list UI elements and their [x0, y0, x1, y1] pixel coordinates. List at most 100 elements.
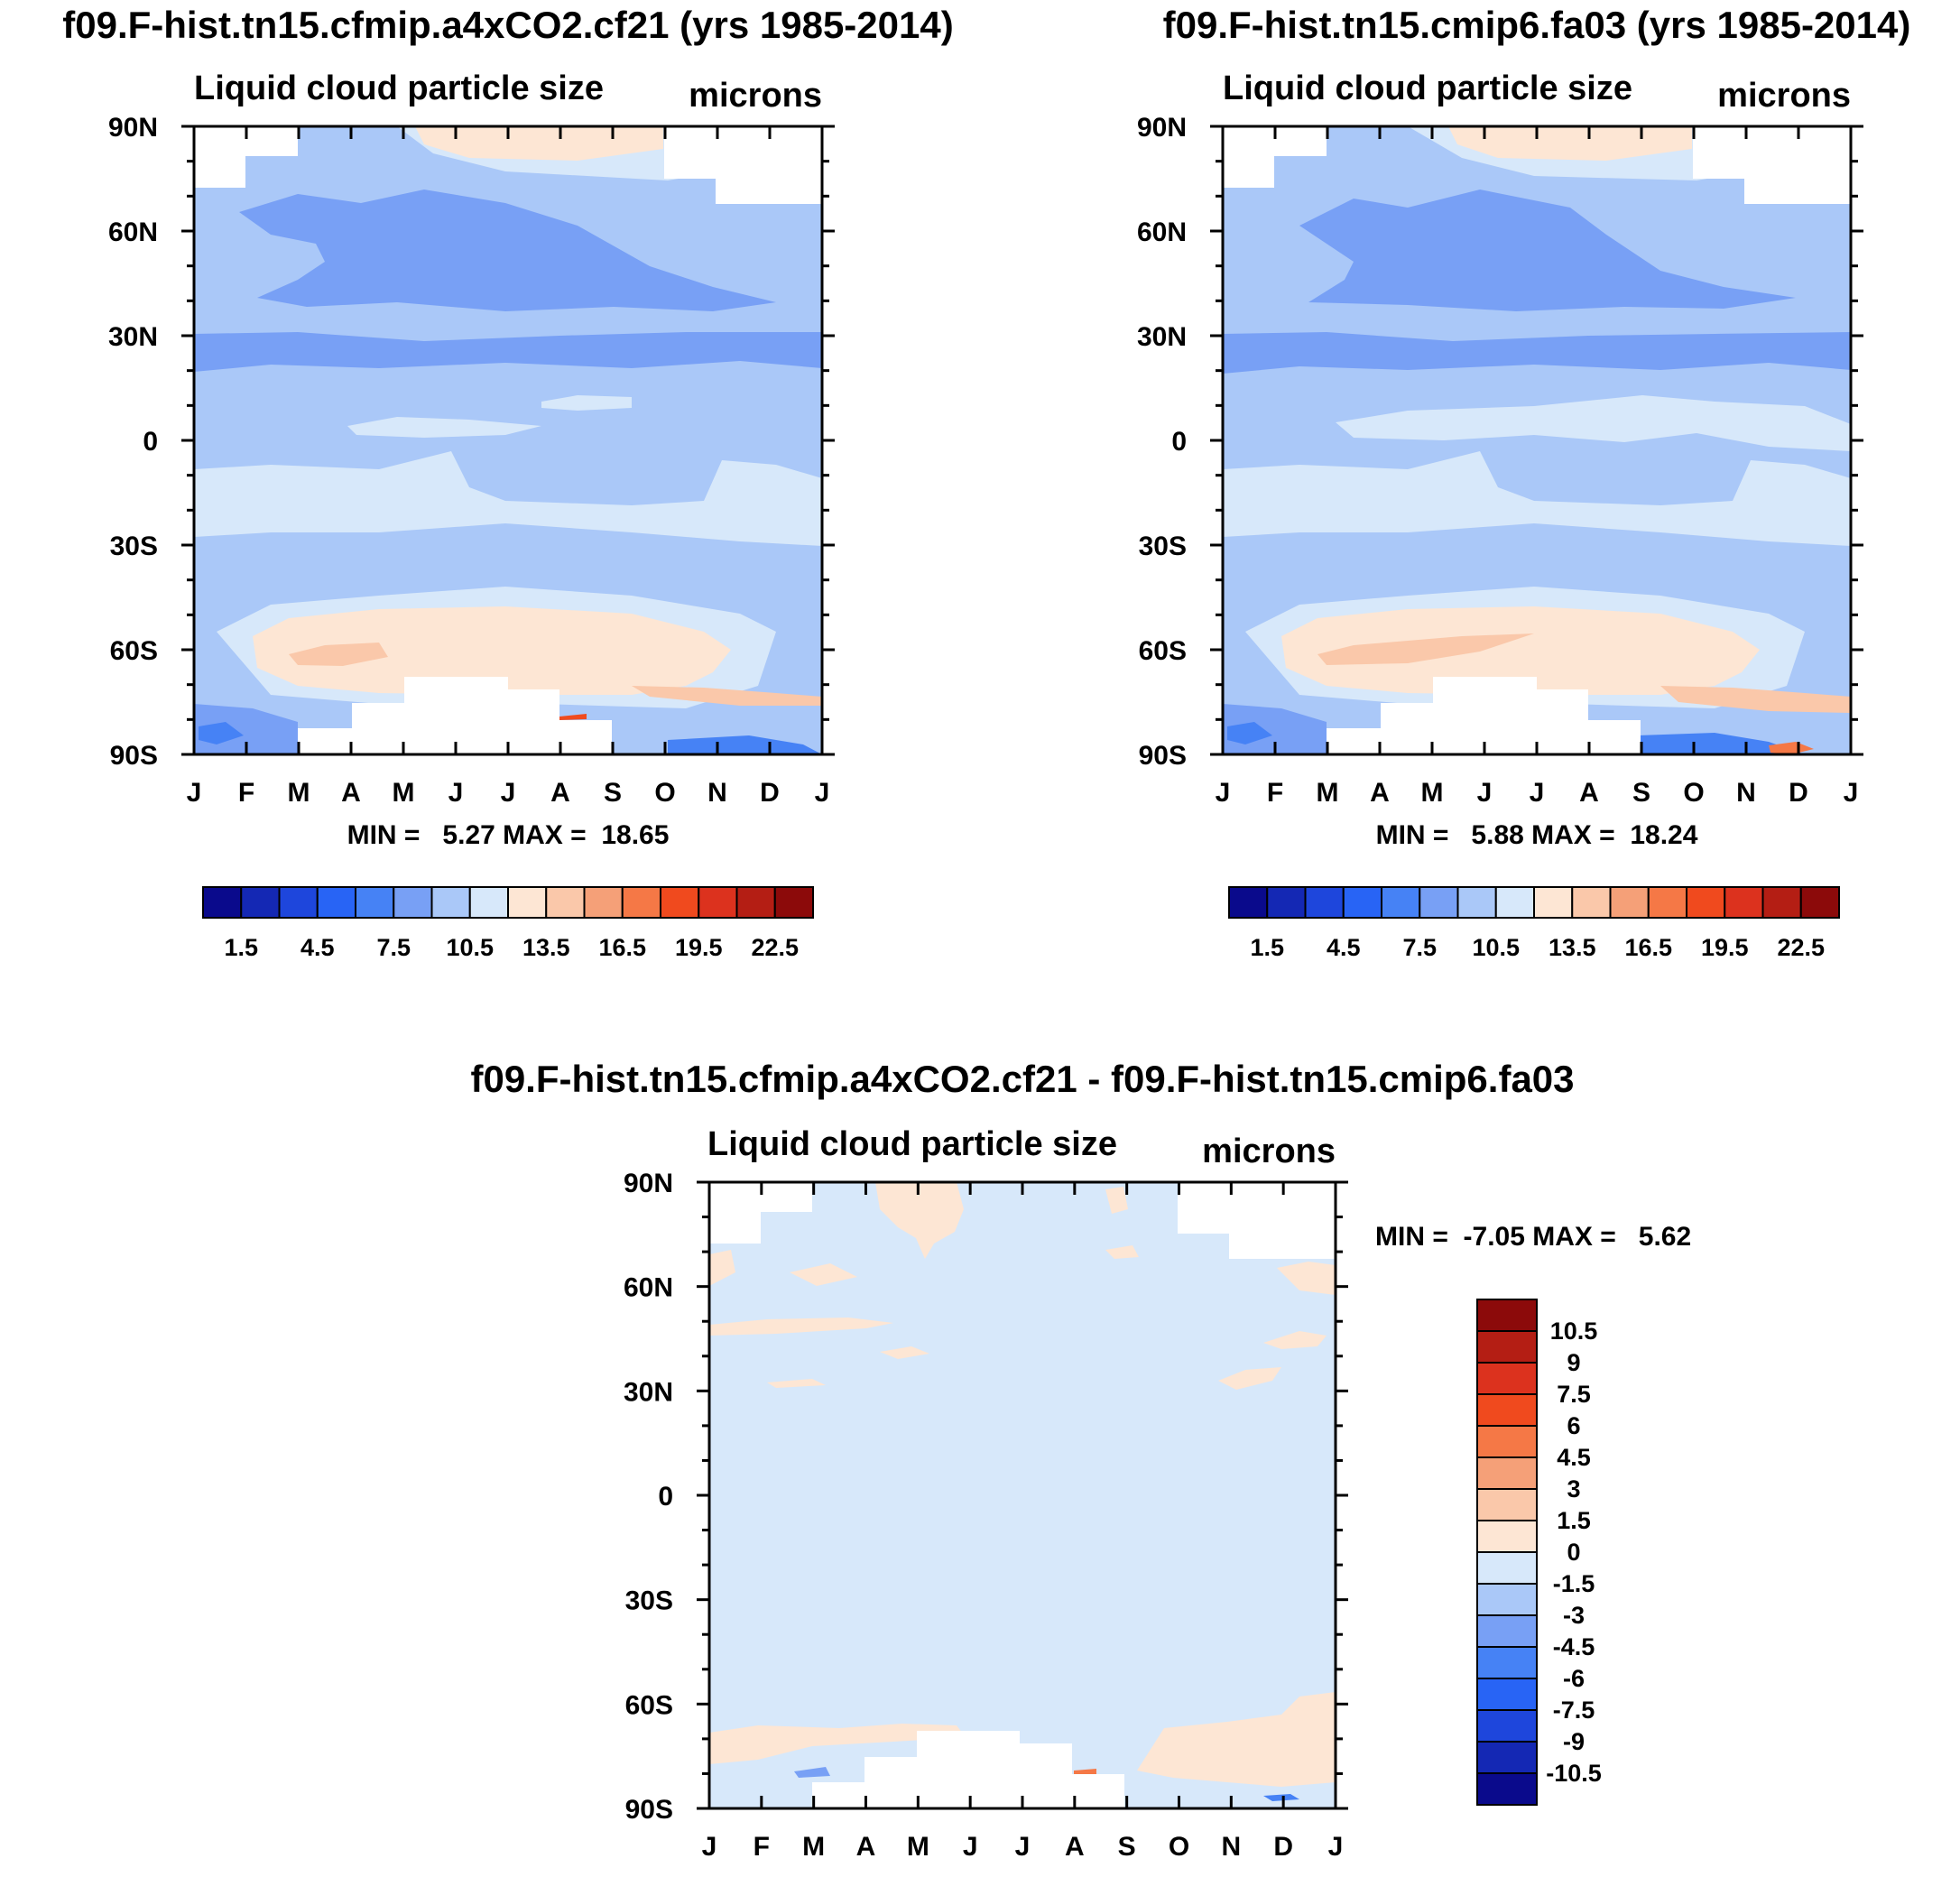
panel-b-blue-midlat — [1299, 190, 1796, 311]
panel-c-xtick-label: J — [1015, 1832, 1031, 1862]
panel-c-colorbar-box — [1476, 1488, 1538, 1521]
panel-a-ytick-label: 30N — [108, 322, 158, 352]
panel-b-colorbar-label: 13.5 — [1549, 934, 1596, 961]
panel-c-colorbar-label: 7.5 — [1557, 1381, 1591, 1408]
panel-c-colorbar-box — [1476, 1299, 1538, 1332]
panel-a-salmon-south2 — [632, 686, 822, 706]
panel-b-ytick-label: 90N — [1137, 113, 1187, 143]
panel-c-xtick-label: J — [702, 1832, 717, 1862]
panel-a-xtick-label: O — [654, 778, 675, 808]
panel-c-colorbar-box — [1476, 1772, 1538, 1806]
panel-b-xtick-label: O — [1683, 778, 1704, 808]
panel-c-xtick-label: O — [1169, 1832, 1189, 1862]
panel-b-colorbar-box — [1381, 886, 1421, 919]
panel-b-stats: MIN = 5.88 MAX = 18.24 — [1376, 820, 1698, 850]
panel-c-colorbar-label: 3 — [1567, 1475, 1580, 1503]
panel-c-cream-west — [709, 1250, 735, 1286]
panel-b-xtick-label: S — [1632, 778, 1650, 808]
panel-c-colorbar-box — [1476, 1456, 1538, 1490]
panel-c-colorbar-label: 10.5 — [1550, 1318, 1598, 1345]
panel-a-xtick-label: A — [341, 778, 361, 808]
panel-c-cream-north1 — [875, 1182, 964, 1259]
panel-c-colorbar-label: 6 — [1567, 1412, 1580, 1439]
panel-a-xtick-label: S — [604, 778, 622, 808]
panel-b-ytick-label: 30S — [1139, 532, 1187, 561]
panel-b-xtick-label: N — [1736, 778, 1756, 808]
panel-c-xtick-label: A — [1065, 1832, 1085, 1862]
panel-c-ytick-label: 60N — [624, 1273, 673, 1303]
panel-c-colorbar-box — [1476, 1551, 1538, 1585]
panel-b-xtick-label: J — [1477, 778, 1493, 808]
panel-b-ytick-label: 30N — [1137, 322, 1187, 352]
panel-b-colorbar-box — [1342, 886, 1382, 919]
panel-c-colorbar-box — [1476, 1362, 1538, 1395]
panel-c-colorbar-box — [1476, 1520, 1538, 1553]
panel-b-xtick-label: M — [1317, 778, 1339, 808]
panel-a-blue-midlat — [239, 190, 776, 311]
panel-a-blue-30n — [194, 332, 822, 372]
panel-a-stats: MIN = 5.27 MAX = 18.65 — [347, 820, 670, 850]
panel-b-colorbar-box — [1609, 886, 1650, 919]
panel-b-colorbar-box — [1419, 886, 1459, 919]
panel-c-colorbar-box — [1476, 1330, 1538, 1364]
panel-a-colorbar-label: 16.5 — [598, 934, 646, 961]
panel-b-title: f09.F-hist.tn15.cmip6.fa03 (yrs 1985-201… — [1163, 4, 1911, 46]
panel-c: f09.F-hist.tn15.cfmip.a4xCO2.cf21 - f09.… — [470, 1058, 1691, 1862]
panel-b-ytick-label: 90S — [1139, 741, 1187, 771]
panel-c-cream-45n — [880, 1346, 929, 1359]
panel-c-cream-north2 — [1105, 1187, 1128, 1214]
panel-a-xtick-label: N — [707, 778, 727, 808]
panel-b-pale-eq — [1336, 395, 1851, 451]
panel-c-ytick-label: 90N — [624, 1169, 673, 1198]
panel-b-variable-label: Liquid cloud particle size — [1223, 69, 1632, 107]
panel-a-xtick-label: A — [550, 778, 570, 808]
panel-b-contours — [1223, 126, 1851, 754]
panel-b-xtick-label: J — [1216, 778, 1231, 808]
panel-b-xtick-label: A — [1370, 778, 1390, 808]
panel-b-colorbar-box — [1266, 886, 1307, 919]
panel-a-colorbar-label: 13.5 — [522, 934, 570, 961]
panel-a-colorbar-box — [621, 886, 661, 919]
panel-c-xtick-label: M — [907, 1832, 929, 1862]
panel-b-ticks: J F M A M J J A S O N D J 90N 60N 30N 0 30S 60S 90S — [1137, 113, 1863, 808]
panel-c-colorbar: 10.5 9 7.5 6 4.5 3 1.5 0 -1.5 -3 -4.5 -6 -7.5 -9 -10.5 — [1476, 1299, 1602, 1806]
panel-c-stats: MIN = -7.05 MAX = 5.62 — [1375, 1222, 1691, 1252]
panel-a-variable-label: Liquid cloud particle size — [194, 69, 604, 107]
panel-c-mask-north — [709, 1182, 812, 1244]
panel-c-contours — [709, 1182, 1336, 1808]
panel-c-colorbar-box — [1476, 1393, 1538, 1427]
panel-c-xtick-label: M — [802, 1832, 825, 1862]
panel-a-xtick-label: J — [815, 778, 830, 808]
panel-b-ytick-label: 60S — [1139, 636, 1187, 666]
panel-c-xtick-label: F — [753, 1832, 770, 1862]
panel-b-colorbar-label: 10.5 — [1472, 934, 1520, 961]
panel-c-xtick-label: D — [1273, 1832, 1293, 1862]
panel-a-colorbar-box — [507, 886, 548, 919]
panel-b-mask-south — [1327, 677, 1641, 754]
panel-b-colorbar-box — [1304, 886, 1345, 919]
panel-b-colorbar-label: 22.5 — [1777, 934, 1825, 961]
panel-b-colorbar-label: 19.5 — [1701, 934, 1749, 961]
panel-c-colorbar-label: -1.5 — [1553, 1570, 1595, 1597]
panel-b-colorbar-label: 7.5 — [1402, 934, 1437, 961]
panel-a-colorbar-box — [316, 886, 356, 919]
panel-c-ticks: J F M A M J J A S O N D J 90N 60N 30N 0 30S 60S 90S — [624, 1169, 1348, 1862]
panel-b: f09.F-hist.tn15.cmip6.fa03 (yrs 1985-201… — [1137, 4, 1910, 961]
panel-a-ytick-label: 90S — [110, 741, 158, 771]
panel-a-antarctic-blue2 — [199, 722, 244, 744]
panel-a-antarctic-blue3 — [668, 735, 822, 754]
panel-a-xtick-label: J — [501, 778, 516, 808]
panel-a-ticks: J F M A M J J A S O N D J 90N 60N 30N 0 30S 60S 90S — [108, 113, 835, 808]
panel-a-xtick-label: F — [238, 778, 254, 808]
panel-c-units-label: microns — [1202, 1133, 1336, 1170]
panel-a-colorbar: 1.5 4.5 7.5 10.5 13.5 16.5 19.5 22.5 — [202, 886, 814, 961]
panel-b-colorbar-box — [1724, 886, 1764, 919]
panel-b-mask-north — [1223, 126, 1327, 188]
panel-c-colorbar-label: -7.5 — [1553, 1697, 1595, 1724]
panel-c-cream-50n — [709, 1318, 893, 1336]
panel-b-north-cream — [1448, 126, 1692, 161]
panel-b-colorbar-box — [1228, 886, 1269, 919]
panel-b-colorbar-label: 1.5 — [1250, 934, 1284, 961]
panel-c-colorbar-label: -3 — [1563, 1602, 1585, 1629]
panel-a-colorbar-box — [393, 886, 433, 919]
